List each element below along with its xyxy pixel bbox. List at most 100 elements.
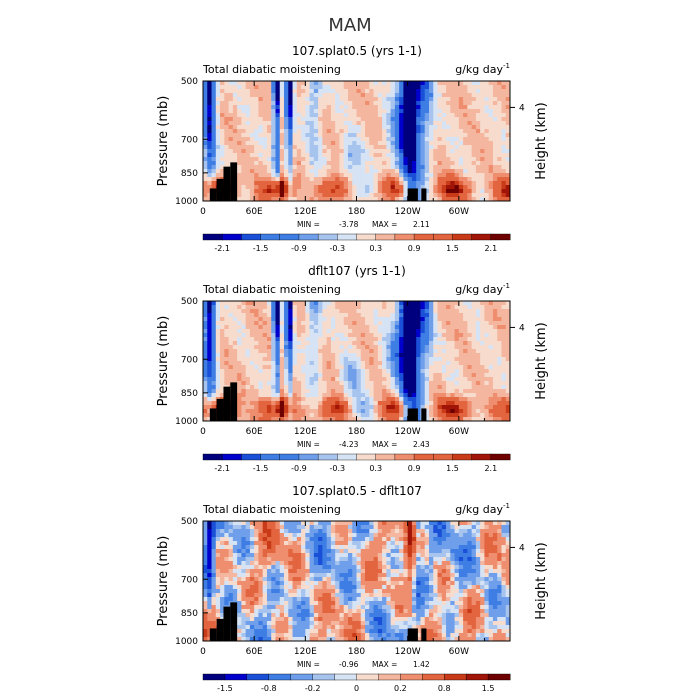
field-cell xyxy=(271,389,276,394)
field-cell xyxy=(454,181,460,186)
field-cell xyxy=(420,113,426,118)
field-cell xyxy=(343,125,349,130)
field-cell xyxy=(475,197,481,202)
field-cell xyxy=(237,389,242,394)
field-cell xyxy=(390,417,396,422)
field-cell xyxy=(467,157,473,162)
panel-2-ylabel-right: Height (km) xyxy=(534,322,549,399)
field-cell xyxy=(296,361,302,366)
field-cell xyxy=(488,309,494,314)
field-cell xyxy=(441,185,447,190)
field-cell xyxy=(428,321,434,326)
field-cell xyxy=(492,345,498,350)
field-cell xyxy=(211,385,217,390)
field-cell xyxy=(288,393,294,398)
field-cell xyxy=(484,85,490,90)
field-cell xyxy=(497,145,502,150)
field-cell xyxy=(288,133,294,138)
field-cell xyxy=(458,389,464,394)
field-cell xyxy=(454,109,460,114)
field-cell xyxy=(471,313,477,318)
field-cell xyxy=(292,381,298,386)
field-cell xyxy=(258,413,264,418)
field-cell xyxy=(399,541,404,546)
field-cell xyxy=(245,529,251,534)
field-cell xyxy=(301,133,306,138)
field-cell xyxy=(284,381,289,386)
field-cell xyxy=(454,129,460,134)
field-cell xyxy=(215,365,221,370)
field-cell xyxy=(262,193,268,198)
field-cell xyxy=(292,97,298,102)
field-cell xyxy=(258,321,264,326)
field-cell xyxy=(258,109,264,114)
field-cell xyxy=(497,81,502,86)
field-cell xyxy=(254,81,259,86)
field-cell xyxy=(463,329,468,334)
field-cell xyxy=(228,305,234,310)
field-cell xyxy=(313,349,319,354)
field-cell xyxy=(360,545,366,550)
field-cell xyxy=(343,349,349,354)
field-cell xyxy=(241,521,247,526)
field-cell xyxy=(296,389,302,394)
field-cell xyxy=(305,369,311,374)
field-cell xyxy=(446,193,451,198)
field-cell xyxy=(403,193,409,198)
field-cell xyxy=(365,177,370,182)
field-cell xyxy=(411,177,417,182)
field-cell xyxy=(215,369,221,374)
field-cell xyxy=(480,181,485,186)
field-cell xyxy=(428,341,434,346)
field-cell xyxy=(441,357,447,362)
field-cell xyxy=(463,373,468,378)
field-cell xyxy=(501,349,507,354)
field-cell xyxy=(475,133,481,138)
field-cell xyxy=(352,541,357,546)
field-cell xyxy=(228,121,234,126)
field-cell xyxy=(343,313,349,318)
field-cell xyxy=(343,85,349,90)
field-cell xyxy=(420,349,426,354)
field-cell xyxy=(458,413,464,418)
field-cell xyxy=(369,317,375,322)
field-cell xyxy=(343,385,349,390)
field-cell xyxy=(428,353,434,358)
field-cell xyxy=(480,301,485,306)
field-cell xyxy=(407,125,413,130)
field-cell xyxy=(339,373,345,378)
field-cell xyxy=(394,377,400,382)
field-cell xyxy=(266,109,272,114)
field-cell xyxy=(403,117,409,122)
field-cell xyxy=(446,125,451,130)
field-cell xyxy=(339,189,345,194)
field-cell xyxy=(454,85,460,90)
field-cell xyxy=(296,537,302,542)
field-cell xyxy=(279,145,285,150)
field-cell xyxy=(416,545,421,550)
field-cell xyxy=(279,157,285,162)
field-cell xyxy=(373,81,379,86)
field-cell xyxy=(258,161,264,166)
field-cell xyxy=(207,537,213,542)
field-cell xyxy=(399,401,404,406)
field-cell xyxy=(501,537,507,542)
field-cell xyxy=(377,409,383,414)
field-cell xyxy=(505,325,511,330)
field-cell xyxy=(330,141,336,146)
field-cell xyxy=(424,321,430,326)
field-cell xyxy=(433,537,439,542)
field-cell xyxy=(245,369,251,374)
field-cell xyxy=(501,193,507,198)
field-cell xyxy=(454,325,460,330)
field-cell xyxy=(237,397,242,402)
field-cell xyxy=(271,177,276,182)
field-cell xyxy=(322,313,328,318)
field-cell xyxy=(224,313,230,318)
field-cell xyxy=(301,129,306,134)
field-cell xyxy=(382,301,387,306)
field-cell xyxy=(450,165,456,170)
field-cell xyxy=(446,85,451,90)
field-cell xyxy=(215,121,221,126)
field-cell xyxy=(382,341,387,346)
